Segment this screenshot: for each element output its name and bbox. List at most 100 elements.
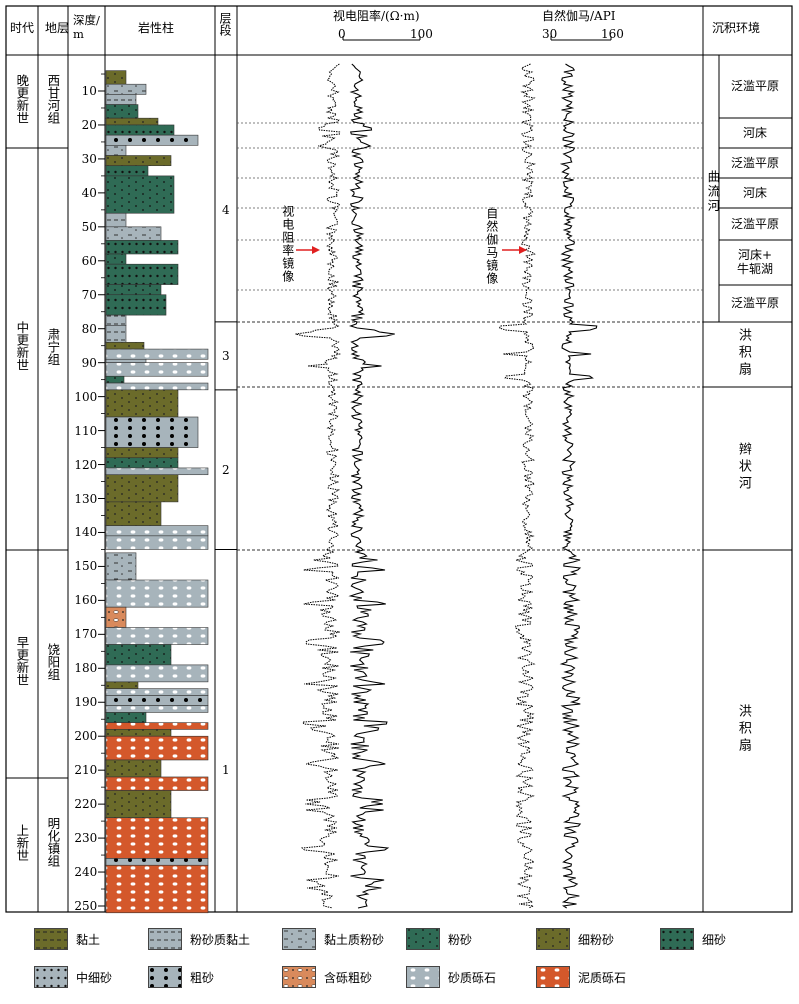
header-layer: 层段: [218, 12, 232, 36]
lith-layer: [105, 729, 172, 737]
lith-layer: [105, 705, 209, 713]
depth-tick-label-70: 70: [81, 287, 97, 302]
lith-layer: [105, 253, 127, 265]
resistivity-max: 100: [410, 27, 433, 41]
depth-tick-label-150: 150: [74, 559, 98, 574]
legend-label: 粉砂: [448, 932, 473, 947]
legend-item: 砂质砾石: [406, 966, 496, 988]
lith-layer: [105, 501, 162, 526]
lith-layer: [105, 165, 149, 177]
depth-tick-label-100: 100: [74, 389, 98, 404]
gamma-mirror-label: 自然伽马镜像: [484, 207, 499, 285]
era-label-3: 上新世: [14, 824, 30, 862]
env-other-0: 洪积扇: [735, 327, 751, 379]
lith-layer: [105, 70, 127, 85]
lith-layer: [105, 294, 167, 316]
lith-layer: [105, 627, 209, 645]
lith-layer: [105, 695, 209, 706]
depth-tick-label-170: 170: [74, 627, 98, 642]
lith-layer: [105, 83, 147, 95]
legend-label: 黏土质粉砂: [324, 932, 385, 947]
lith-layer: [105, 348, 209, 360]
header-era: 时代: [10, 21, 35, 35]
depth-tick-label-180: 180: [74, 661, 98, 676]
lithology-column: [105, 70, 209, 914]
gamma-mirror-curve: [498, 63, 536, 909]
gamma-curve: [559, 63, 598, 909]
resistivity-arrow-head: [312, 246, 320, 254]
formation-label-1: 肃宁组: [45, 328, 61, 366]
lith-layer: [105, 552, 137, 581]
legend-swatch: [34, 928, 68, 950]
depth-tick-label-20: 20: [81, 117, 97, 132]
legend-label: 粗砂: [190, 970, 215, 985]
legend-label: 泥质砾石: [578, 970, 627, 985]
lith-layer: [105, 681, 139, 689]
env-label-0: 泛滥平原: [731, 79, 780, 93]
lith-layer: [105, 858, 209, 866]
gamma-arrow-head: [519, 246, 527, 254]
era-label-0: 晚更新世: [14, 73, 30, 124]
lith-layer: [105, 579, 209, 608]
legend-label: 粉砂质黏土: [190, 932, 251, 947]
depth-tick-label-110: 110: [74, 423, 98, 438]
lith-layer: [105, 94, 137, 105]
lith-layer: [105, 776, 209, 791]
legend-swatch: [406, 928, 440, 950]
depth-tick-label-250: 250: [74, 899, 98, 913]
lith-layer: [105, 688, 209, 696]
lith-layer: [105, 457, 179, 469]
legend-swatch: [282, 966, 316, 988]
lith-layer: [105, 314, 127, 326]
resistivity-mirror-curve: [295, 63, 342, 909]
depth-tick-label-50: 50: [81, 219, 97, 234]
depth-tick-label-40: 40: [81, 185, 97, 200]
lith-layer: [105, 362, 209, 377]
depth-tick-label-60: 60: [81, 253, 97, 268]
lith-layer: [105, 712, 147, 723]
formation-label-3: 明化镇组: [45, 817, 61, 867]
depth-tick-label-130: 130: [74, 491, 98, 506]
legend-label: 含砾粗砂: [324, 970, 373, 985]
formation-label-2: 饶阳组: [45, 643, 61, 681]
legend-label: 细砂: [702, 932, 727, 947]
env-label-6: 泛滥平原: [731, 296, 780, 310]
gamma-max: 160: [601, 27, 624, 41]
legend-swatch: [406, 966, 440, 988]
legend-item: 含砾粗砂: [282, 966, 372, 988]
lith-layer: [105, 212, 127, 228]
lith-layer: [105, 155, 172, 167]
depth-tick-label-90: 90: [81, 355, 97, 370]
lith-layer: [105, 735, 209, 761]
lith-layer: [105, 606, 127, 628]
era-label-1: 中更新世: [14, 321, 30, 371]
env-label-5: 河床+ 牛轭湖: [737, 247, 774, 276]
lith-layer: [105, 759, 162, 778]
lith-layer: [105, 240, 179, 255]
resistivity-min: 0: [338, 27, 346, 41]
lith-layer: [105, 263, 179, 285]
legend-label: 中细砂: [76, 970, 113, 985]
lith-layer: [105, 145, 127, 156]
resistivity-curve: [348, 63, 395, 909]
lith-layer: [105, 467, 209, 476]
lith-layer: [105, 447, 179, 459]
lith-layer: [105, 817, 209, 859]
env-meander-label: 曲流河: [705, 170, 721, 214]
env-label-3: 河床: [743, 185, 768, 200]
lith-layer: [105, 790, 172, 819]
depth-tick-label-220: 220: [74, 797, 98, 812]
env-label-4: 泛滥平原: [731, 216, 780, 231]
depth-tick-label-30: 30: [81, 151, 97, 166]
lith-layer: [105, 117, 159, 126]
lith-layer: [105, 124, 175, 136]
legend-swatch: [536, 966, 570, 988]
env-label-2: 泛滥平原: [731, 155, 780, 170]
lith-layer: [105, 644, 172, 666]
legend-item: 黏土: [34, 928, 100, 950]
legend-swatch: [34, 966, 68, 988]
legend-swatch: [536, 928, 570, 950]
depth-tick-label-190: 190: [74, 695, 98, 710]
lith-layer: [105, 341, 145, 350]
